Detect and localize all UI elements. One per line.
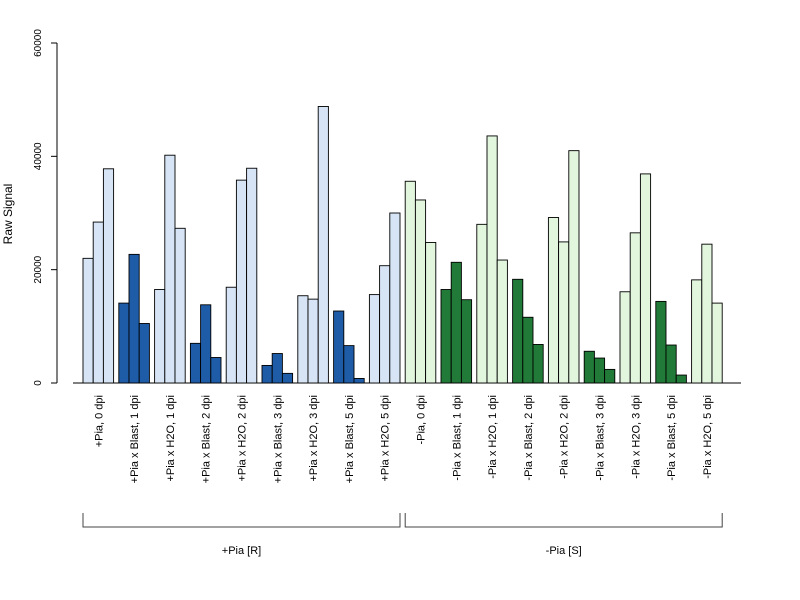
x-category-label: +Pia, 0 dpi (93, 395, 105, 447)
bar (246, 167, 258, 384)
y-axis-title: Raw Signal (1, 184, 15, 245)
bars-layer (82, 106, 723, 384)
bar (522, 316, 534, 384)
bar (665, 344, 677, 384)
bar (655, 300, 667, 384)
bar (368, 294, 381, 384)
bar (629, 232, 641, 384)
bar (568, 150, 580, 384)
bar (440, 289, 452, 384)
x-category-label: -Pia x H2O, 5 dpi (702, 395, 714, 479)
x-category-label: -Pia x Blast, 5 dpi (666, 395, 678, 481)
bar (307, 298, 319, 384)
group-label: -Pia [S] (546, 545, 582, 557)
bar (261, 364, 273, 384)
bar (235, 179, 248, 384)
bar (604, 368, 616, 384)
bar (317, 106, 329, 384)
bar (532, 344, 544, 384)
bar (118, 302, 130, 384)
y-tick-label: 40000 (33, 142, 44, 170)
bar (82, 257, 94, 384)
bar (200, 304, 212, 384)
bar (333, 310, 345, 384)
bar (558, 241, 570, 384)
group-brackets: +Pia [R] -Pia [S] (82, 513, 723, 557)
bar (496, 259, 508, 384)
bar (701, 243, 713, 384)
bar (593, 357, 606, 384)
x-category-label: -Pia x Blast, 3 dpi (595, 395, 607, 481)
bar (128, 253, 140, 384)
x-category-label: +Pia x H2O, 2 dpi (237, 395, 249, 482)
y-tick-label: 0 (33, 380, 44, 386)
y-tick-label: 60000 (33, 29, 44, 57)
bar (297, 295, 309, 384)
bar (281, 372, 294, 384)
bar (450, 261, 462, 384)
bar (379, 265, 391, 384)
bar (547, 217, 560, 384)
bar (164, 154, 176, 384)
bar (583, 350, 595, 384)
bar (486, 135, 498, 384)
group-label: +Pia [R] (222, 545, 261, 557)
bar (711, 302, 723, 384)
bar (414, 199, 427, 384)
x-category-label: +Pia x H2O, 3 dpi (308, 395, 320, 482)
y-tick-label: 20000 (33, 255, 44, 283)
x-category-label: -Pia x Blast, 1 dpi (451, 395, 463, 481)
x-category-label: -Pia x H2O, 2 dpi (559, 395, 571, 479)
bar (512, 278, 524, 384)
x-category-label: -Pia x H2O, 3 dpi (630, 395, 642, 479)
bar (189, 342, 202, 384)
x-category-label: +Pia x H2O, 5 dpi (380, 395, 392, 482)
bar (92, 221, 104, 384)
x-category-label: -Pia x Blast, 2 dpi (523, 395, 535, 481)
x-category-label: +Pia x Blast, 5 dpi (344, 395, 356, 483)
bar (476, 223, 488, 384)
x-category-label: +Pia x H2O, 1 dpi (165, 395, 177, 482)
bar (210, 357, 222, 384)
category-labels: +Pia, 0 dpi +Pia x Blast, 1 dpi +Pia x H2O… (93, 395, 714, 483)
bar (271, 353, 283, 384)
bar (102, 168, 115, 384)
bar (639, 173, 652, 384)
bar (225, 286, 237, 384)
bar (389, 212, 401, 384)
x-category-label: +Pia x Blast, 2 dpi (201, 395, 213, 483)
bar (425, 242, 437, 384)
bar (675, 374, 687, 384)
x-category-label: -Pia, 0 dpi (416, 395, 428, 445)
bar (174, 227, 186, 384)
bar (353, 378, 365, 384)
group-bracket (404, 513, 723, 528)
bar (138, 323, 150, 384)
y-axis: 0 20000 40000 60000 (33, 29, 58, 386)
x-category-label: +Pia x Blast, 1 dpi (129, 395, 141, 483)
group-bracket (82, 513, 401, 528)
bar (154, 289, 166, 384)
x-category-label: +Pia x Blast, 3 dpi (272, 395, 284, 483)
bar (460, 299, 473, 384)
bar (691, 279, 703, 384)
bar (404, 180, 416, 384)
x-category-label: -Pia x H2O, 1 dpi (487, 395, 499, 479)
bar (343, 345, 355, 384)
bar (619, 291, 631, 384)
